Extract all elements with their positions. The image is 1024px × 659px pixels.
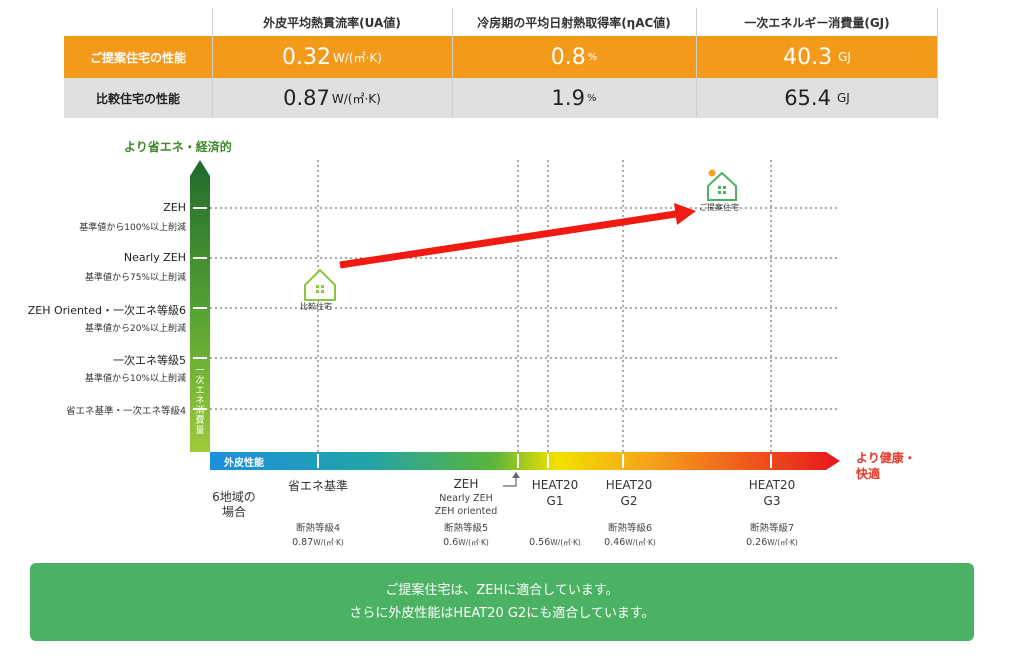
- level-nearly-zeh-name: Nearly ZEH: [123, 251, 186, 264]
- banner-line2: さらに外皮性能はHEAT20 G2にも適合しています。: [349, 606, 655, 621]
- header-energy: 一次エネルギー消費量(GJ): [744, 15, 890, 30]
- comfort-axis-title: より健康・快適: [856, 451, 916, 481]
- level-zeh-desc: 基準値から100%以上削減: [79, 223, 186, 233]
- name-line2: G3: [763, 494, 781, 508]
- zeh-pointer-arrow: [503, 476, 517, 487]
- envelope-axis-bar: [210, 452, 840, 470]
- unit-text: W/(㎡·K): [767, 538, 798, 547]
- x-level-g1-name: HEAT20 G1: [524, 477, 586, 509]
- comparison-house-label: 比較住宅: [300, 302, 332, 311]
- name-line1: HEAT20: [605, 478, 653, 492]
- proposed-energy: 40.3 GJ: [696, 36, 938, 78]
- x-level-g1-value: 0.56W/(㎡·K): [510, 536, 600, 549]
- table-header-row: 外皮平均熱貫流率(UA値) 冷房期の平均日射熱取得率(ηAC値) 一次エネルギー…: [64, 8, 938, 36]
- proposed-ua-unit: W/(㎡·K): [333, 50, 382, 65]
- x-level-sho-ene-name: 省エネ基準: [287, 479, 348, 493]
- value-text: 0.26: [746, 537, 768, 548]
- x-level-g3-name: HEAT20 G3: [741, 477, 803, 509]
- x-level-g3-value: 0.26W/(㎡·K): [722, 536, 822, 549]
- level-zeh-oriented-name: ZEH Oriented・一次エネ等級6: [27, 304, 186, 317]
- comparison-energy: 65.4 GJ: [696, 78, 938, 118]
- name-line2: G1: [546, 494, 564, 508]
- value-text: 0.46: [604, 537, 626, 548]
- region-label-line2: 場合: [221, 505, 246, 519]
- value-text: 0.56: [529, 537, 551, 548]
- region-label: 6地域の 場合: [204, 490, 264, 520]
- x-level-zeh-grade: 断熱等級5: [443, 523, 489, 534]
- envelope-axis-label: 外皮性能: [224, 458, 264, 469]
- region-label-line1: 6地域の: [212, 490, 256, 504]
- proposed-house-icon: [707, 169, 737, 201]
- proposed-label: ご提案住宅の性能: [89, 50, 186, 65]
- conclusion-banner: ご提案住宅は、ZEHに適合しています。 さらに外皮性能はHEAT20 G2にも適…: [30, 563, 974, 641]
- improvement-arrow-head: [674, 203, 696, 225]
- proposed-ua: 0.32 W/(㎡·K): [212, 36, 452, 78]
- x-level-g3-grade: 断熱等級7: [749, 523, 795, 534]
- proposed-energy-value: 40.3: [783, 44, 833, 70]
- level-nearly-zeh-desc: 基準値から75%以上削減: [84, 273, 186, 283]
- x-level-g2-value: 0.46W/(㎡·K): [580, 536, 680, 549]
- comparison-label: 比較住宅の性能: [95, 91, 180, 106]
- table-divider: [937, 8, 938, 118]
- comparison-eta-value: 1.9: [551, 86, 585, 110]
- name-line1: HEAT20: [748, 478, 796, 492]
- energy-axis-label: 一次エネ消費量: [195, 366, 205, 436]
- unit-text: W/(㎡·K): [625, 538, 656, 547]
- table-divider: [212, 8, 213, 118]
- unit-text: W/(㎡·K): [458, 538, 489, 547]
- comparison-ua: 0.87 W/(㎡·K): [212, 78, 452, 118]
- comparison-ua-value: 0.87: [283, 86, 330, 110]
- proposed-eta-unit: %: [587, 51, 598, 63]
- x-level-g2-name: HEAT20 G2: [598, 477, 660, 509]
- name-line2: G2: [620, 494, 638, 508]
- proposed-house-label: ご提案住宅: [699, 203, 739, 212]
- zeh-pointer-head: [512, 472, 520, 478]
- comparison-eta-unit: %: [586, 92, 597, 104]
- x-level-sho-ene-grade: 断熱等級4: [295, 523, 341, 534]
- x-level-sho-ene-value: 0.87W/(㎡·K): [268, 536, 368, 549]
- value-text: 0.87: [292, 537, 314, 548]
- x-level-zeh-sub1: Nearly ZEH: [439, 493, 493, 504]
- proposed-energy-unit: GJ: [838, 50, 851, 64]
- energy-axis-bar: [190, 160, 210, 452]
- envelope-axis-ticks: [317, 454, 772, 468]
- header-ua: 外皮平均熱貫流率(UA値): [263, 15, 401, 30]
- level-grade5-name: 一次エネ等級5: [113, 354, 186, 367]
- energy-axis-title: より省エネ・経済的: [124, 140, 232, 154]
- level-grade5-desc: 基準値から10%以上削減: [84, 374, 186, 384]
- proposed-row: ご提案住宅の性能 0.32 W/(㎡·K) 0.8% 40.3 GJ: [64, 36, 938, 78]
- banner-line1: ご提案住宅は、ZEHに適合しています。: [385, 583, 619, 598]
- proposed-eta-value: 0.8: [550, 44, 586, 70]
- improvement-arrow: [339, 210, 677, 269]
- table-divider: [696, 8, 697, 118]
- name-line1: HEAT20: [531, 478, 579, 492]
- level-grade4-name: 省エネ基準・一次エネ等級4: [65, 406, 186, 417]
- proposed-ua-value: 0.32: [282, 44, 331, 70]
- comparison-row: 比較住宅の性能 0.87 W/(㎡·K) 1.9% 65.4 GJ: [64, 78, 938, 118]
- x-level-zeh-value: 0.6W/(㎡·K): [416, 536, 516, 549]
- x-level-g2-grade: 断熱等級6: [607, 523, 653, 534]
- comparison-house-icon: [304, 268, 336, 301]
- unit-text: W/(㎡·K): [550, 538, 581, 547]
- unit-text: W/(㎡·K): [313, 538, 344, 547]
- comparison-energy-value: 65.4: [784, 86, 831, 110]
- energy-axis-ticks: [193, 207, 207, 410]
- x-level-zeh-name: ZEH: [453, 477, 479, 491]
- comparison-eta: 1.9%: [452, 78, 696, 118]
- table-divider: [452, 8, 453, 118]
- x-level-zeh-sub2: ZEH oriented: [434, 506, 498, 517]
- grid-vertical: [317, 160, 772, 452]
- header-eta: 冷房期の平均日射熱取得率(ηAC値): [477, 15, 671, 30]
- level-zeh-oriented-desc: 基準値から20%以上削減: [84, 324, 186, 334]
- value-text: 0.6: [443, 537, 459, 548]
- comparison-ua-unit: W/(㎡·K): [331, 91, 381, 106]
- comparison-energy-unit: GJ: [836, 91, 850, 105]
- level-zeh-name: ZEH: [163, 201, 186, 214]
- proposed-eta: 0.8%: [452, 36, 696, 78]
